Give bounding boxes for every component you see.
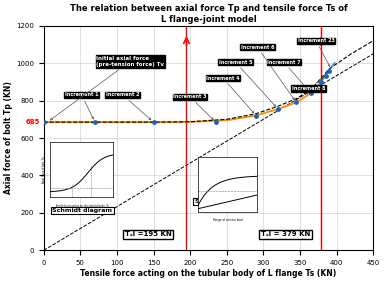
Point	[92, 120, 98, 124]
Text: Seidel diagram: Seidel diagram	[195, 199, 247, 204]
Point	[293, 100, 300, 105]
Y-axis label: Axial force of bolt Tp (KN): Axial force of bolt Tp (KN)	[4, 81, 13, 195]
Text: Increment 2: Increment 2	[106, 92, 151, 120]
Text: TₛI = 379 KN: TₛI = 379 KN	[261, 232, 310, 237]
Text: Increment 4: Increment 4	[206, 76, 254, 113]
Point	[326, 69, 332, 73]
Polygon shape	[318, 62, 335, 83]
Text: Increment 6: Increment 6	[241, 45, 294, 100]
Point	[41, 120, 47, 124]
Text: Increment 8: Increment 8	[292, 78, 326, 91]
Text: Initial axial force
(pre-tension force) Tv: Initial axial force (pre-tension force) …	[50, 56, 164, 120]
Point	[318, 80, 324, 84]
Text: Increment 1: Increment 1	[65, 92, 99, 119]
Point	[151, 120, 157, 124]
Text: Increment 3: Increment 3	[174, 94, 213, 120]
Text: Increment 7: Increment 7	[267, 60, 309, 91]
Title: The relation between axial force Tp and tensile force Ts of
L flange-joint model: The relation between axial force Tp and …	[70, 4, 347, 24]
Text: Increment 5: Increment 5	[219, 60, 276, 106]
Point	[253, 113, 259, 118]
Text: Range of service load: Range of service load	[213, 218, 242, 222]
Text: 685: 685	[26, 119, 40, 125]
X-axis label: Tensile force acting on the tubular body of L flange Ts (KN): Tensile force acting on the tubular body…	[80, 269, 336, 278]
Text: TₛI =195 KN: TₛI =195 KN	[125, 232, 172, 237]
Point	[308, 91, 314, 95]
Text: Increment 23: Increment 23	[298, 38, 334, 67]
Text: Schmidt diagram: Schmidt diagram	[53, 208, 113, 213]
Text: Axial force of bolt, Tp: Axial force of bolt, Tp	[42, 157, 46, 183]
Point	[323, 74, 329, 78]
Point	[275, 107, 281, 111]
Text: Tensile force acting on the tubular body, Ts: Tensile force acting on the tubular body…	[55, 204, 108, 208]
Point	[213, 120, 219, 124]
